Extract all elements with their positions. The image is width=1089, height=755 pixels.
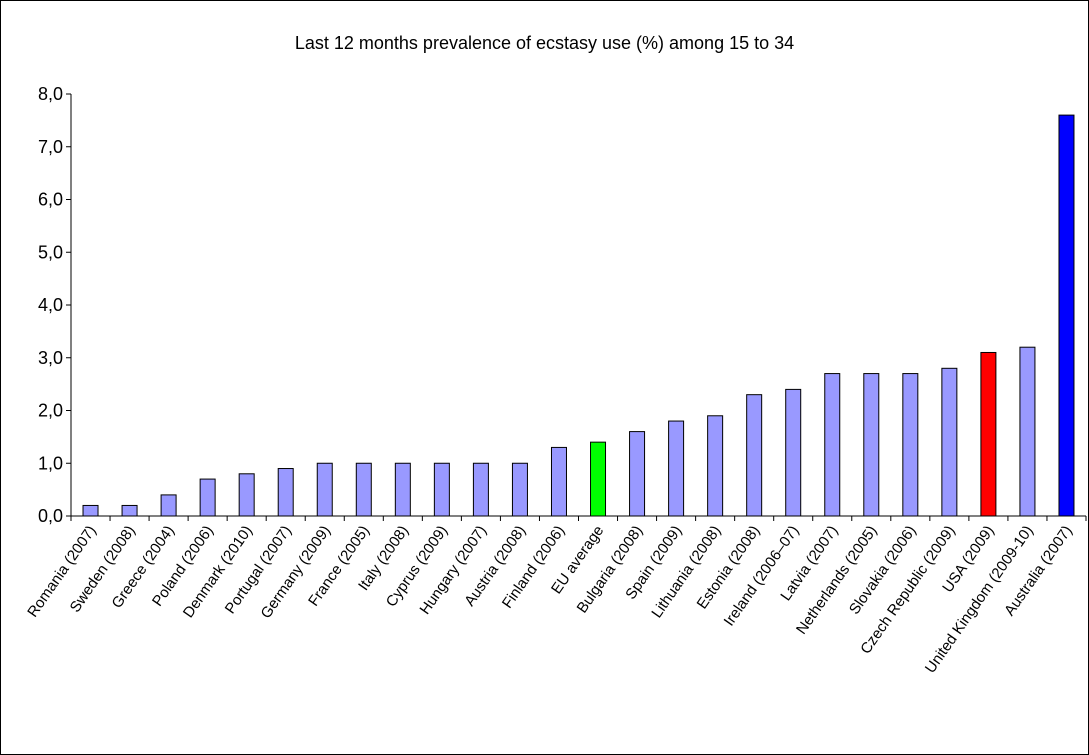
y-tick-label: 0,0	[38, 506, 63, 526]
y-tick-label: 3,0	[38, 348, 63, 368]
x-tick-label: Lithuania (2008)	[648, 523, 724, 622]
bar	[472, 462, 489, 517]
bar	[824, 373, 841, 517]
bar	[82, 504, 99, 517]
bar	[629, 431, 646, 517]
x-tick-label: Romania (2007)	[24, 523, 100, 621]
bar	[511, 462, 528, 517]
bar	[238, 473, 255, 517]
x-tick-label: Germany (2009)	[257, 523, 334, 622]
y-tick-label: 1,0	[38, 453, 63, 473]
bar	[316, 462, 333, 517]
y-tick-label: 6,0	[38, 190, 63, 210]
bar	[707, 415, 724, 517]
bar	[355, 462, 372, 517]
bar	[668, 420, 685, 517]
bar	[980, 351, 997, 517]
bar	[941, 367, 958, 517]
bar	[590, 441, 607, 517]
bar	[1019, 346, 1036, 517]
bar	[277, 468, 294, 517]
bar	[785, 388, 802, 517]
bar	[199, 478, 216, 517]
bar	[394, 462, 411, 517]
bar	[902, 373, 919, 517]
bar	[1058, 114, 1075, 517]
bar	[160, 494, 177, 517]
bar	[863, 373, 880, 517]
y-tick-label: 5,0	[38, 242, 63, 262]
y-tick-label: 7,0	[38, 137, 63, 157]
bar	[746, 394, 763, 517]
y-tick-label: 8,0	[38, 84, 63, 104]
bar	[433, 462, 450, 517]
chart-title: Last 12 months prevalence of ecstasy use…	[294, 33, 795, 53]
y-tick-label: 4,0	[38, 295, 63, 315]
bar	[121, 504, 138, 517]
y-tick-label: 2,0	[38, 401, 63, 421]
x-tick-label: Denmark (2010)	[180, 523, 256, 622]
bar	[550, 446, 567, 517]
